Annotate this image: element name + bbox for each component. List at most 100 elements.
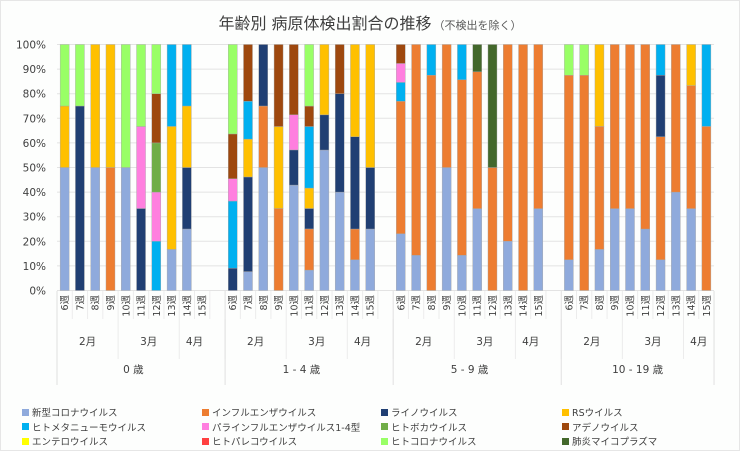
bar-segment: [136, 44, 146, 127]
y-tick-label: 60%: [23, 138, 46, 150]
gridlines: [57, 44, 715, 291]
legend-item: パラインフルエンザウイルス1-4型: [202, 420, 360, 434]
bar-segment: [273, 208, 284, 291]
bar-segment: [304, 208, 314, 230]
week-label: 11週: [136, 295, 148, 317]
bar-segment: [258, 44, 268, 107]
y-tick-label: 0%: [29, 286, 46, 298]
bar-segment: [655, 136, 666, 260]
legend-item: エンテロウイルス: [22, 434, 108, 448]
y-tick-label: 50%: [23, 163, 46, 175]
week-label: 10週: [456, 295, 468, 317]
legend-label: エンテロウイルス: [32, 437, 109, 448]
week-label: 13週: [502, 295, 514, 317]
legend-swatch: [562, 437, 569, 445]
bar-segment: [304, 126, 314, 189]
bar-segment: [304, 105, 314, 127]
legend: 新型コロナウイルス インフルエンザウイルス ライノウイルス RSウイルス ヒトメタニュー…: [20, 405, 740, 449]
bar-segment: [243, 176, 253, 272]
bar-segment: [105, 167, 116, 291]
bar-segment: [426, 44, 437, 76]
month-label: 2月: [415, 336, 432, 348]
week-label: 12週: [655, 295, 667, 317]
legend-swatch: [562, 423, 569, 430]
bar-segment: [640, 228, 650, 291]
week-label: 7週: [74, 295, 86, 311]
week-label: 8週: [90, 295, 102, 311]
legend-item: 新型コロナウイルス: [22, 405, 118, 419]
bar-segment: [243, 44, 253, 102]
bar-segment: [228, 133, 238, 179]
bar-segment: [472, 208, 482, 291]
bar-segment: [182, 228, 192, 291]
bar-segment: [319, 44, 330, 116]
bar-segment: [564, 44, 574, 76]
legend-label: アデノウイルス: [572, 422, 639, 434]
legend-swatch: [22, 408, 29, 416]
bar-segment: [289, 184, 299, 291]
bar-segment: [75, 105, 85, 291]
bar-segment: [655, 259, 666, 291]
week-label: 13週: [670, 295, 682, 317]
bar-segment: [228, 44, 238, 135]
bar-segment: [365, 167, 375, 230]
legend-swatch: [202, 423, 209, 430]
bar-segment: [166, 126, 177, 250]
bar-segment: [365, 44, 375, 168]
y-tick-label: 70%: [23, 113, 46, 125]
bar-segment: [610, 44, 620, 209]
bar-segment: [228, 200, 238, 269]
legend-swatch: [381, 423, 388, 430]
legend-label: RSウイルス: [572, 408, 623, 419]
bar-segment: [594, 249, 605, 291]
bar-segment: [258, 105, 268, 168]
bar-segment: [166, 44, 177, 127]
week-label: 14週: [181, 295, 193, 317]
month-label: 3月: [140, 336, 157, 348]
bar-segment: [289, 114, 299, 151]
legend-swatch: [22, 423, 29, 430]
bar-segment: [457, 255, 467, 291]
legend-swatch: [22, 437, 29, 445]
legend-item: 肺炎マイコプラズマ: [562, 434, 657, 448]
bar-segment: [228, 267, 238, 291]
bar-segment: [503, 241, 513, 291]
week-label: 8週: [594, 295, 606, 311]
bar-segment: [564, 75, 574, 260]
bar-segment: [396, 44, 406, 64]
week-label: 9週: [441, 295, 453, 311]
bar-segment: [365, 228, 375, 291]
bar-segment: [243, 101, 253, 140]
legend-swatch: [381, 437, 388, 445]
bar-segment: [121, 44, 131, 168]
week-label: 10週: [120, 295, 132, 317]
age-group-label: 0 歳: [123, 364, 144, 376]
bar-segment: [533, 44, 544, 209]
bar-segment: [396, 233, 406, 291]
week-label: 11週: [640, 295, 652, 317]
bar-segment: [640, 44, 650, 230]
bar-segment: [686, 85, 696, 209]
bar-segment: [182, 105, 192, 168]
bar-segment: [151, 142, 162, 193]
bar-segment: [334, 93, 345, 193]
bar-segment: [289, 149, 299, 186]
bar-segment: [472, 44, 482, 73]
legend-item: ヒトパレコウイルス: [202, 434, 297, 448]
bar-segment: [350, 44, 360, 137]
week-label: 10週: [288, 295, 300, 317]
bar-segment: [533, 208, 544, 291]
legend-swatch: [202, 408, 209, 416]
bar-segment: [411, 44, 421, 256]
week-label: 15週: [197, 295, 209, 317]
bar-segment: [396, 63, 406, 83]
bar-segment: [319, 149, 330, 291]
bar-segment: [228, 178, 238, 202]
y-tick-label: 100%: [16, 40, 46, 52]
legend-swatch: [202, 437, 209, 445]
week-label: 12週: [151, 295, 163, 317]
week-label: 6週: [563, 295, 575, 311]
legend-label: ヒトボカウイルス: [391, 422, 468, 434]
bar-segment: [655, 44, 666, 76]
